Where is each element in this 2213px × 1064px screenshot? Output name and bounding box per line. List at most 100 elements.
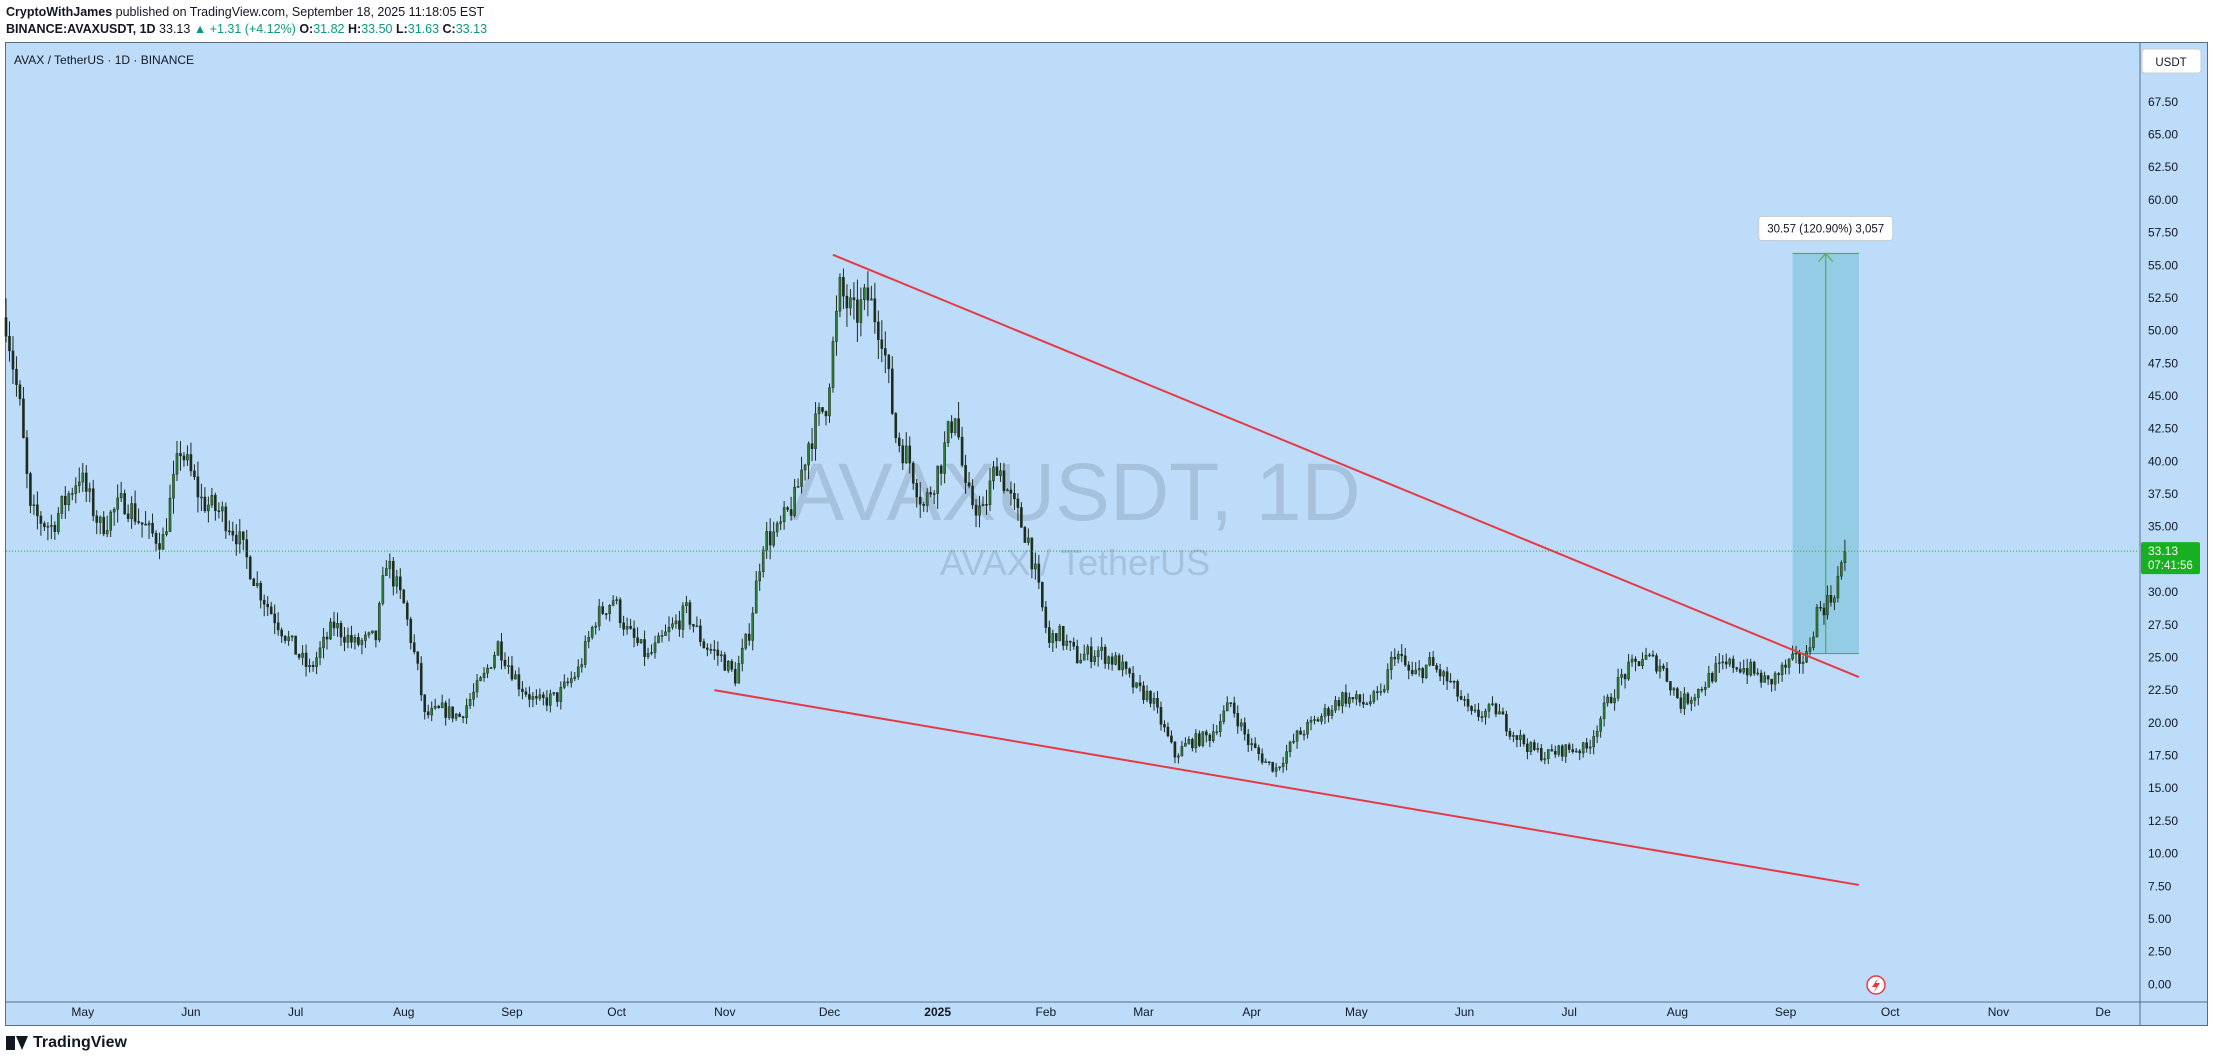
- candle-body: [1794, 652, 1798, 655]
- candle-body: [1637, 661, 1641, 667]
- candle-body: [720, 654, 723, 656]
- candle-body: [1152, 698, 1156, 704]
- candle-body: [510, 665, 514, 680]
- candle-body: [64, 495, 67, 506]
- candle-body: [378, 603, 381, 641]
- candle-body: [1009, 489, 1013, 494]
- candle-body: [618, 599, 622, 624]
- candle-body: [1470, 706, 1473, 711]
- candle-body: [67, 493, 71, 506]
- candle-body: [604, 613, 608, 615]
- candle-body: [43, 523, 46, 527]
- candle-body: [1791, 653, 1794, 660]
- candle-body: [1355, 694, 1358, 700]
- candle-body: [632, 628, 636, 638]
- candle-body: [175, 453, 179, 475]
- candle-body: [542, 694, 545, 698]
- candle-body: [782, 507, 786, 522]
- candle-body: [789, 509, 793, 516]
- candle-body: [269, 606, 273, 615]
- x-tick-label: Aug: [1667, 1005, 1688, 1019]
- candle-body: [901, 445, 905, 464]
- candle-body: [524, 691, 528, 695]
- candle-body: [904, 445, 908, 464]
- candle-body: [151, 522, 154, 534]
- candle-body: [601, 606, 604, 614]
- candle-body: [1013, 493, 1016, 500]
- candle-body: [1180, 746, 1184, 757]
- candle-body: [1219, 721, 1222, 732]
- candle-body: [810, 443, 814, 449]
- candle-body: [1752, 661, 1756, 674]
- candle-body: [583, 641, 587, 665]
- candle-body: [1236, 713, 1240, 727]
- candle-body: [203, 496, 207, 512]
- candle-body: [350, 634, 353, 643]
- candle-body: [971, 485, 974, 506]
- candle-body: [1205, 731, 1208, 736]
- candle-body: [1051, 633, 1055, 643]
- candle-body: [189, 454, 193, 472]
- candle-body: [946, 421, 950, 444]
- candle-body: [950, 421, 953, 433]
- x-tick-label: 2025: [924, 1005, 951, 1019]
- candle-body: [405, 602, 409, 620]
- candle-body: [1445, 671, 1449, 682]
- candle-body: [1515, 735, 1519, 740]
- candle-body: [1801, 661, 1805, 664]
- candle-body: [594, 625, 597, 628]
- candle-body: [60, 495, 64, 514]
- countdown-label: 07:41:56: [2148, 560, 2193, 572]
- y-tick-label: 40.00: [2148, 454, 2178, 468]
- y-tick-label: 60.00: [2148, 193, 2178, 207]
- candle-body: [1072, 641, 1076, 647]
- candle-body: [1201, 731, 1205, 746]
- y-tick-label: 67.50: [2148, 95, 2178, 109]
- candle-body: [57, 513, 60, 532]
- candle-body: [364, 634, 367, 641]
- candle-body: [1711, 673, 1714, 682]
- candle-body: [751, 612, 755, 641]
- candle-body: [433, 705, 437, 709]
- candle-body: [845, 295, 849, 309]
- currency-label[interactable]: USDT: [2155, 57, 2186, 69]
- candle-body: [81, 472, 85, 483]
- candle-body: [168, 497, 172, 532]
- candle-body: [1431, 657, 1435, 666]
- footer-brand[interactable]: TradingView: [6, 1034, 127, 1052]
- candle-body: [1756, 672, 1759, 675]
- candle-body: [1634, 658, 1637, 662]
- candle-body: [1773, 673, 1777, 685]
- last-price-label: 33.13: [2148, 544, 2178, 558]
- x-tick-label: Oct: [1881, 1005, 1900, 1019]
- candle-body: [1487, 704, 1491, 712]
- candle-body: [1540, 748, 1543, 761]
- candle-body: [1163, 724, 1166, 728]
- candle-body: [472, 691, 475, 700]
- candle-body: [768, 531, 772, 546]
- y-tick-label: 10.00: [2148, 847, 2178, 861]
- candle-body: [964, 465, 967, 483]
- x-tick-label: De: [2095, 1005, 2111, 1019]
- candle-body: [1784, 664, 1787, 668]
- candle-body: [1721, 661, 1725, 664]
- y-tick-label: 55.00: [2148, 258, 2178, 272]
- candle-body: [1724, 661, 1728, 665]
- y-tick-label: 45.00: [2148, 389, 2178, 403]
- candle-body: [255, 582, 259, 587]
- candle-body: [576, 666, 580, 678]
- candle-body: [248, 556, 252, 580]
- candle-body: [1588, 746, 1592, 749]
- candle-body: [165, 531, 168, 535]
- candle-body: [517, 674, 521, 690]
- candle-body: [154, 533, 158, 544]
- candle-body: [1362, 701, 1365, 705]
- candle-body: [1096, 650, 1100, 657]
- author-name[interactable]: CryptoWithJames: [6, 5, 113, 19]
- x-tick-label: Dec: [819, 1005, 840, 1019]
- candle-body: [908, 445, 912, 464]
- candle-body: [1044, 606, 1048, 628]
- currency-button: [2141, 48, 2202, 74]
- candle-body: [475, 680, 479, 693]
